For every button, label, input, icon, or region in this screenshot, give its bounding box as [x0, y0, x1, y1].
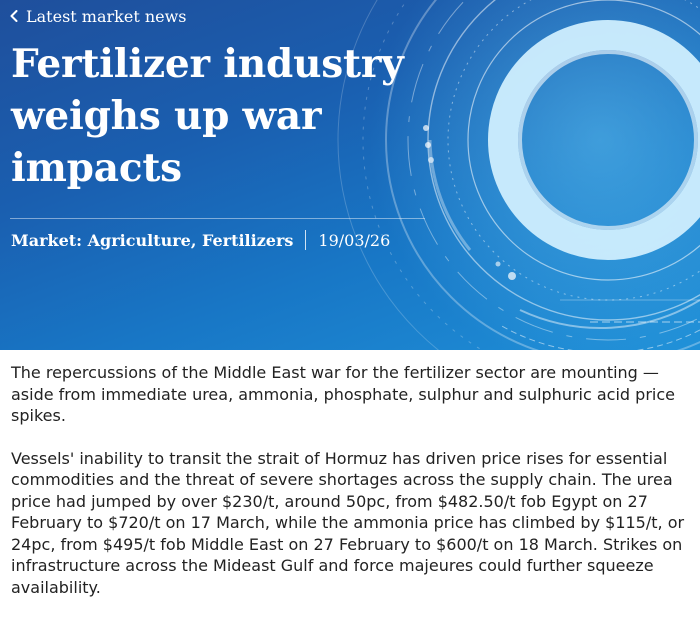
article-paragraph-2: Vessels' inability to transit the strait…: [11, 448, 685, 597]
article-title-line-3: impacts: [11, 145, 182, 191]
hero-background-graphic: [0, 0, 700, 350]
back-link-label: Latest market news: [26, 6, 187, 26]
article-title-line-1: Fertilizer industry: [11, 41, 404, 87]
hero-banner: Latest market news Fertilizer industry w…: [0, 0, 700, 350]
back-to-latest-news-link[interactable]: Latest market news: [10, 5, 187, 27]
article-meta: Market: Agriculture, Fertilizers 19/03/2…: [11, 228, 390, 252]
article-title: Fertilizer industry weighs up war impact…: [11, 38, 441, 194]
market-tags: Market: Agriculture, Fertilizers: [11, 230, 294, 250]
meta-separator: [305, 230, 307, 250]
article-body: The repercussions of the Middle East war…: [11, 362, 691, 619]
title-divider: [10, 218, 425, 219]
publish-date: 19/03/26: [318, 230, 391, 250]
article-title-line-2: weighs up war: [11, 93, 322, 139]
chevron-left-icon: [10, 10, 18, 22]
article-paragraph-1: The repercussions of the Middle East war…: [11, 363, 675, 425]
